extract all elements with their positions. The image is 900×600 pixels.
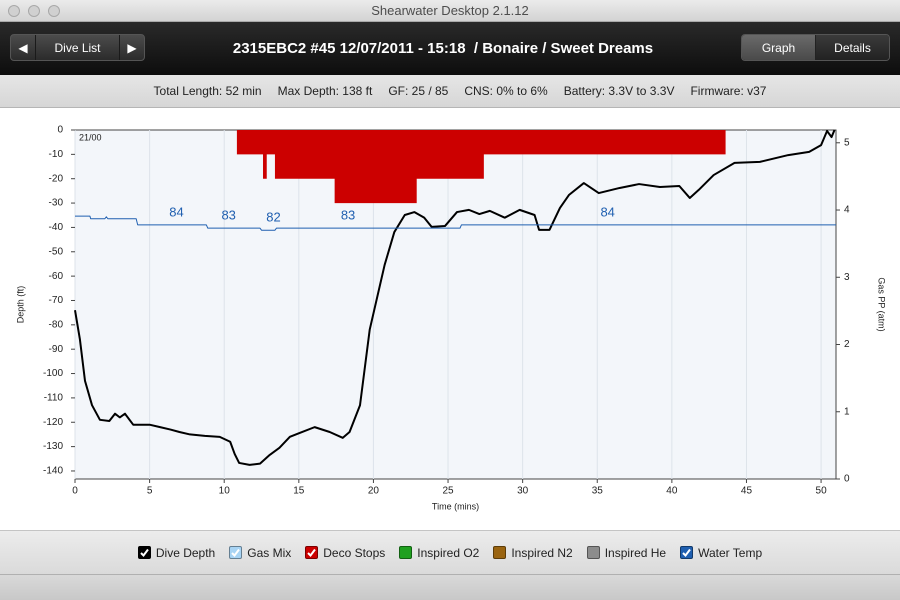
close-button[interactable] bbox=[8, 5, 20, 17]
y-tick-label: -10 bbox=[49, 149, 64, 160]
legend-item[interactable]: Inspired He bbox=[586, 545, 667, 560]
x-tick-label: 20 bbox=[368, 486, 380, 497]
check-mark bbox=[231, 548, 241, 558]
y2-tick-label: 5 bbox=[844, 137, 850, 148]
dive-title: 2315EBC2 #45 12/07/2011 - 15:18 / Bonair… bbox=[232, 40, 654, 57]
summary-item: Battery: 3.3V to 3.3V bbox=[563, 84, 675, 98]
plot-area bbox=[74, 129, 837, 480]
x-tick-label: 0 bbox=[72, 486, 78, 497]
y-tick-label: -60 bbox=[49, 271, 64, 282]
y2-axis-label: Gas PP (atm) bbox=[877, 277, 887, 331]
checkbox[interactable] bbox=[229, 546, 243, 559]
summary-item: GF: 25 / 85 bbox=[388, 84, 449, 98]
view-tabs: Graph Details bbox=[741, 34, 890, 61]
x-tick-label: 30 bbox=[517, 486, 529, 497]
water-temp-line bbox=[75, 215, 836, 231]
title-bar: Shearwater Desktop 2.1.12 bbox=[0, 0, 900, 22]
checkbox[interactable] bbox=[680, 546, 694, 559]
legend-label: Gas Mix bbox=[247, 545, 292, 560]
depth-line bbox=[74, 129, 836, 466]
prev-button[interactable]: ◀ bbox=[11, 35, 36, 60]
y-tick-label: -90 bbox=[49, 344, 64, 355]
y-tick-label: -30 bbox=[49, 198, 64, 209]
x-tick-label: 10 bbox=[219, 486, 231, 497]
y-tick-label: -50 bbox=[49, 246, 64, 257]
y-tick-label: -80 bbox=[49, 319, 64, 330]
legend-item[interactable]: Inspired O2 bbox=[399, 546, 479, 560]
next-button[interactable]: ▶ bbox=[119, 35, 144, 60]
legend-label: Inspired N2 bbox=[511, 545, 573, 560]
x-tick-label: 45 bbox=[741, 486, 753, 497]
temp-label: 83 bbox=[221, 208, 235, 223]
y2-tick-label: 0 bbox=[844, 474, 850, 485]
y-tick-label: 0 bbox=[57, 125, 63, 136]
deco-stops bbox=[236, 130, 726, 204]
legend-item[interactable]: Gas Mix bbox=[229, 546, 291, 560]
checkbox[interactable] bbox=[137, 546, 151, 559]
legend-item[interactable]: Dive Depth bbox=[137, 545, 216, 560]
summary-item: Total Length: 52 min bbox=[153, 84, 262, 98]
toolbar: ◀ Dive List ▶ 2315EBC2 #45 12/07/2011 - … bbox=[0, 22, 900, 75]
legend-label: Water Temp bbox=[698, 545, 763, 560]
y-tick-label: -120 bbox=[43, 417, 63, 428]
tab[interactable]: Graph bbox=[742, 35, 816, 60]
summary-item: Max Depth: 138 ft bbox=[277, 84, 373, 98]
y2-tick-label: 1 bbox=[844, 406, 850, 417]
gas-mix-label: 21/00 bbox=[79, 132, 102, 142]
legend-label: Inspired He bbox=[604, 545, 667, 560]
y-tick-label: -70 bbox=[49, 295, 64, 306]
x-axis-label: Time (mins) bbox=[432, 501, 479, 511]
checkbox[interactable] bbox=[305, 546, 319, 559]
tab[interactable]: Details bbox=[816, 35, 889, 60]
legend-item[interactable]: Deco Stops bbox=[305, 546, 385, 560]
y2-tick-label: 3 bbox=[844, 272, 850, 283]
check-mark bbox=[140, 548, 149, 558]
temp-label: 84 bbox=[600, 204, 614, 219]
y-axis-label: Depth (ft) bbox=[15, 286, 25, 324]
x-tick-label: 50 bbox=[816, 486, 828, 497]
legend-label: Dive Depth bbox=[155, 545, 216, 560]
y2-tick-label: 2 bbox=[844, 339, 850, 350]
checkbox[interactable] bbox=[586, 546, 600, 559]
legend: Dive Depth Gas Mix Deco Stops Inspired O2 In… bbox=[0, 530, 900, 574]
legend-label: Deco Stops bbox=[323, 545, 386, 560]
y-tick-label: -40 bbox=[49, 222, 64, 233]
summary-item: Firmware: v37 bbox=[690, 84, 767, 98]
temp-label: 82 bbox=[266, 210, 280, 225]
x-tick-label: 5 bbox=[147, 486, 153, 497]
temp-label: 84 bbox=[169, 204, 183, 219]
checkbox[interactable] bbox=[399, 546, 413, 559]
y-tick-label: -20 bbox=[49, 173, 64, 184]
dive-list-button[interactable]: Dive List bbox=[54, 40, 101, 55]
check-mark bbox=[682, 548, 691, 558]
summary-item: CNS: 0% to 6% bbox=[464, 84, 548, 98]
x-tick-label: 40 bbox=[666, 486, 678, 497]
checkbox[interactable] bbox=[493, 546, 507, 559]
x-tick-label: 25 bbox=[442, 486, 454, 497]
window-title: Shearwater Desktop 2.1.12 bbox=[371, 3, 529, 18]
check-mark bbox=[307, 548, 317, 558]
y-tick-label: -110 bbox=[44, 393, 64, 404]
x-tick-label: 35 bbox=[592, 486, 604, 497]
x-tick-label: 15 bbox=[293, 486, 305, 497]
legend-item[interactable]: Inspired N2 bbox=[493, 545, 573, 560]
y-tick-label: -130 bbox=[43, 441, 63, 452]
y-tick-label: -100 bbox=[43, 368, 63, 379]
dive-nav: ◀ Dive List ▶ bbox=[10, 34, 145, 61]
minimize-button[interactable] bbox=[28, 5, 40, 17]
zoom-button[interactable] bbox=[48, 5, 60, 17]
y-tick-label: -140 bbox=[43, 466, 63, 477]
temp-label: 83 bbox=[341, 208, 355, 223]
status-bar bbox=[0, 574, 900, 600]
summary-bar: Total Length: 52 min Max Depth: 138 ft GF:… bbox=[0, 75, 900, 108]
legend-label: Inspired O2 bbox=[417, 545, 480, 560]
y2-tick-label: 4 bbox=[844, 205, 850, 216]
chart: 0 5 10 15 20 25 30 35 40 45 500-10-20-30-40-50-60-… bbox=[0, 108, 900, 530]
legend-item[interactable]: Water Temp bbox=[680, 546, 762, 560]
